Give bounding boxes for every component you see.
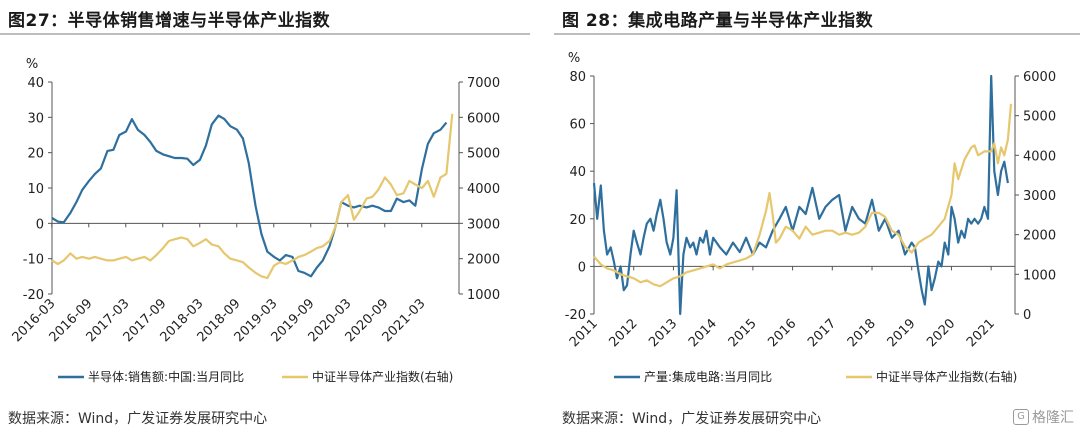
title-divider bbox=[554, 33, 1080, 35]
left-figure-panel: 图27：半导体销售增速与半导体产业指数 % 40 30 20 10 0 -10 -20 7000… bbox=[0, 0, 530, 437]
x-tick-label: 2019 bbox=[885, 316, 919, 350]
series-line-yoy bbox=[51, 114, 448, 278]
left-tick-label: 30 bbox=[27, 111, 44, 126]
legend-label: 中证半导体产业指数(右轴) bbox=[876, 369, 1017, 384]
x-tick-label: 2021 bbox=[964, 316, 998, 350]
source-note: 数据来源：Wind，广发证券发展研究中心 bbox=[8, 411, 268, 427]
legend-label: 中证半导体产业指数(右轴) bbox=[312, 369, 453, 384]
right-tick-label: 4000 bbox=[1023, 149, 1056, 164]
figure-title: 图27：半导体销售增速与半导体产业指数 bbox=[8, 11, 331, 31]
right-tick-label: 2000 bbox=[1023, 229, 1056, 244]
right-tick-label: 2000 bbox=[467, 253, 500, 268]
left-tick-label: 20 bbox=[569, 213, 586, 228]
left-tick-label: 40 bbox=[27, 76, 44, 91]
series-line-yoy bbox=[592, 74, 1009, 316]
y-unit-label: % bbox=[26, 57, 38, 72]
watermark-text: 格隆汇 bbox=[1032, 410, 1074, 426]
right-tick-label: 5000 bbox=[1023, 110, 1056, 125]
x-tick-label: 2015 bbox=[726, 316, 760, 350]
line-chart-right: % 80 60 40 20 0 -20 6000 5000 4000 3000 2000 1000 0 20… bbox=[565, 51, 1056, 384]
figure-title: 图 28：集成电路产量与半导体产业指数 bbox=[562, 11, 874, 31]
x-tick-label: 2016 bbox=[765, 316, 799, 350]
right-tick-label: 0 bbox=[1023, 308, 1031, 323]
x-tick-label: 2013 bbox=[646, 316, 680, 350]
left-tick-label: 20 bbox=[27, 147, 44, 162]
x-tick-label: 2018 bbox=[845, 316, 879, 350]
source-note: 数据来源：Wind，广发证券发展研究中心 bbox=[562, 411, 822, 427]
series-line-index bbox=[51, 113, 454, 280]
left-tick-label: 60 bbox=[569, 118, 586, 133]
right-tick-label: 1000 bbox=[467, 288, 500, 303]
x-tick-label: 2014 bbox=[686, 316, 720, 350]
left-tick-label: -20 bbox=[565, 308, 586, 323]
y-unit-label: % bbox=[568, 51, 580, 66]
x-tick-label: 2020 bbox=[924, 316, 958, 350]
right-tick-label: 7000 bbox=[467, 76, 500, 91]
legend-label: 产量:集成电路:当月同比 bbox=[644, 369, 772, 384]
right-tick-label: 3000 bbox=[467, 217, 500, 232]
x-tick-label: 2017 bbox=[805, 316, 839, 350]
line-chart-left: % 40 30 20 10 0 -10 -20 7000 6000 5000 4000 3000 2000… bbox=[10, 57, 501, 384]
right-tick-label: 1000 bbox=[1023, 268, 1056, 283]
left-tick-label: 0 bbox=[578, 260, 586, 275]
left-tick-label: -20 bbox=[23, 288, 44, 303]
title-divider bbox=[0, 33, 530, 35]
right-tick-label: 3000 bbox=[1023, 189, 1056, 204]
right-tick-label: 4000 bbox=[467, 182, 500, 197]
right-figure-panel: 图 28：集成电路产量与半导体产业指数 % 80 60 40 20 0 -20 6000 500… bbox=[554, 0, 1080, 437]
x-tick-label: 2012 bbox=[607, 316, 641, 350]
legend-label: 半导体:销售额:中国:当月同比 bbox=[88, 369, 244, 384]
right-tick-label: 6000 bbox=[1023, 70, 1056, 85]
watermark: G 格隆汇 bbox=[1013, 407, 1074, 427]
watermark-logo-icon: G bbox=[1013, 409, 1029, 425]
right-tick-label: 6000 bbox=[467, 111, 500, 126]
left-tick-label: 40 bbox=[569, 165, 586, 180]
left-tick-label: 80 bbox=[569, 70, 586, 85]
right-tick-label: 5000 bbox=[467, 147, 500, 162]
left-tick-label: -10 bbox=[23, 253, 44, 268]
left-tick-label: 0 bbox=[36, 217, 44, 232]
left-tick-label: 10 bbox=[27, 182, 44, 197]
series-line-index bbox=[593, 103, 1013, 288]
